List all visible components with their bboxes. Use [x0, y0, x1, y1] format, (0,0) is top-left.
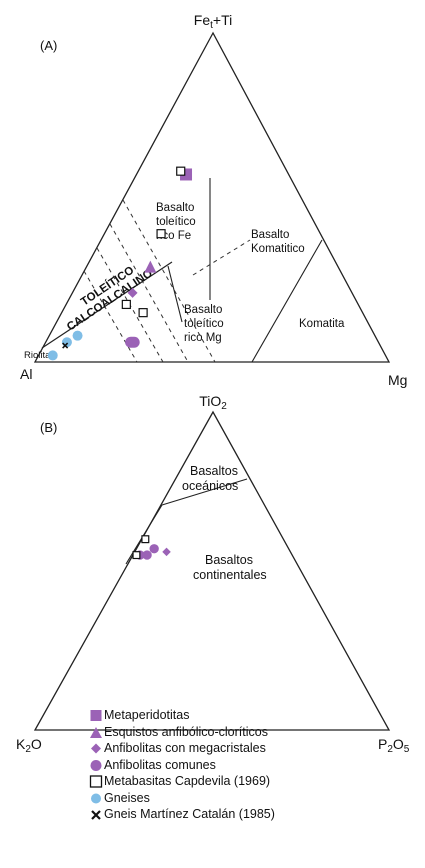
point-esquistos-anfibolico-cloriticos-1: [144, 260, 157, 273]
vertex-left-a: Al: [20, 366, 32, 382]
open-square-icon: [89, 775, 103, 788]
legend-label: Esquistos anfibólico-cloríticos: [104, 724, 268, 739]
point-gneis-martinez-catalan-1985-1: [62, 342, 69, 349]
point-metabasitas-capdevila-1969-3: [156, 229, 166, 239]
cross-icon: [91, 810, 101, 820]
points-panel-a: [47, 166, 193, 361]
dashed-boundary-5: [192, 239, 251, 276]
label-fe-1: Basalto: [156, 202, 194, 214]
label-mg-2: toleítico: [184, 318, 224, 330]
legend: Metaperidotitas Esquistos anfibólico-clo…: [89, 707, 419, 823]
square-icon: [90, 710, 102, 721]
label-mg-1: Basalto: [184, 304, 222, 316]
vertex-top-b: TiO2: [199, 393, 227, 412]
vertex-left-b: K2O: [16, 736, 42, 755]
point-metabasitas-capdevila-1969-2: [132, 551, 141, 560]
legend-label: Gneises: [104, 790, 150, 805]
label-komatitico-1: Basalto: [251, 229, 289, 241]
legend-item-anfibolitas-comunes: Anfibolitas comunes: [89, 757, 419, 774]
legend-label: Anfibolitas con megacristales: [104, 741, 266, 755]
panel-a: (A) Fet+Ti Al Mg TOLEÍTICO CALCOALCALINO…: [20, 12, 407, 388]
triangle-a-frame: [33, 31, 391, 363]
point-anfibolitas-comunes-1: [149, 544, 159, 554]
legend-item-metaperidotitas: Metaperidotitas: [89, 707, 419, 724]
label-continentales-2: continentales: [193, 568, 267, 582]
point-gneises-3: [72, 330, 83, 341]
point-anfibolitas-con-megacristales-1: [162, 547, 171, 557]
legend-label: Gneis Martínez Catalán (1985): [104, 807, 275, 821]
blue-circle-icon: [91, 793, 101, 803]
legend-item-martinez-catalan: Gneis Martínez Catalán (1985): [89, 806, 419, 823]
legend-label: Metabasitas Capdevila (1969): [104, 774, 271, 788]
dashed-boundary-4: [122, 199, 216, 363]
point-anfibolitas-con-megacristales-1: [127, 287, 138, 298]
legend-label: Metaperidotitas: [104, 708, 190, 722]
fe-mg-boundary-diagonal: [167, 265, 183, 323]
legend-item-megacristales: Anfibolitas con megacristales: [89, 740, 419, 757]
points-panel-b: [132, 535, 171, 560]
point-metabasitas-capdevila-1969-4: [176, 166, 186, 176]
diamond-icon: [91, 743, 101, 754]
dashed-boundary-1: [83, 270, 138, 363]
legend-item-gneises: Gneises: [89, 790, 419, 807]
label-komatita: Komatita: [299, 318, 345, 330]
point-gneises-2: [61, 337, 72, 348]
point-anfibolitas-comunes-3: [126, 336, 138, 348]
legend-label: Anfibolitas comunes: [104, 757, 216, 772]
panel-label-b: (B): [40, 420, 57, 435]
point-metabasitas-capdevila-1969-2: [121, 299, 131, 310]
vertex-right-b: P2O5: [378, 736, 410, 755]
dashed-boundary-3: [109, 223, 189, 363]
point-anfibolitas-comunes-3: [142, 550, 152, 560]
triangle-b-frame: [33, 410, 391, 731]
label-continentales-1: Basaltos: [205, 553, 253, 567]
label-riolita: Riolita: [24, 350, 51, 361]
label-oceanicos-2: oceánicos: [182, 479, 238, 493]
point-gneises-1: [47, 350, 58, 361]
oceanic-continental-boundary: [161, 478, 248, 506]
oceanic-continental-boundary-lower: [125, 504, 163, 565]
tholeiitic-calcalkaline-boundary: [41, 261, 173, 349]
legend-item-esquistos: Esquistos anfibólico-cloríticos: [89, 724, 419, 741]
point-metabasitas-capdevila-1969-1: [138, 308, 148, 318]
label-fe-2: toleítico: [156, 216, 196, 228]
label-mg-3: rico Mg: [184, 332, 222, 344]
triangle-icon: [90, 726, 102, 738]
legend-item-capdevila: Metabasitas Capdevila (1969): [89, 773, 419, 790]
komatiite-boundary: [251, 239, 323, 363]
panel-b: (B) TiO2 K2O P2O5 Basaltos oceánicos Bas…: [16, 393, 410, 755]
panel-label-a: (A): [40, 38, 57, 53]
point-metabasitas-capdevila-1969-1: [141, 535, 150, 544]
label-komatitico-2: Komatitico: [251, 243, 305, 255]
circle-icon: [90, 759, 102, 771]
vertex-top-a: Fet+Ti: [194, 12, 232, 31]
vertex-right-a: Mg: [388, 372, 407, 388]
label-oceanicos-1: Basaltos: [190, 464, 238, 478]
